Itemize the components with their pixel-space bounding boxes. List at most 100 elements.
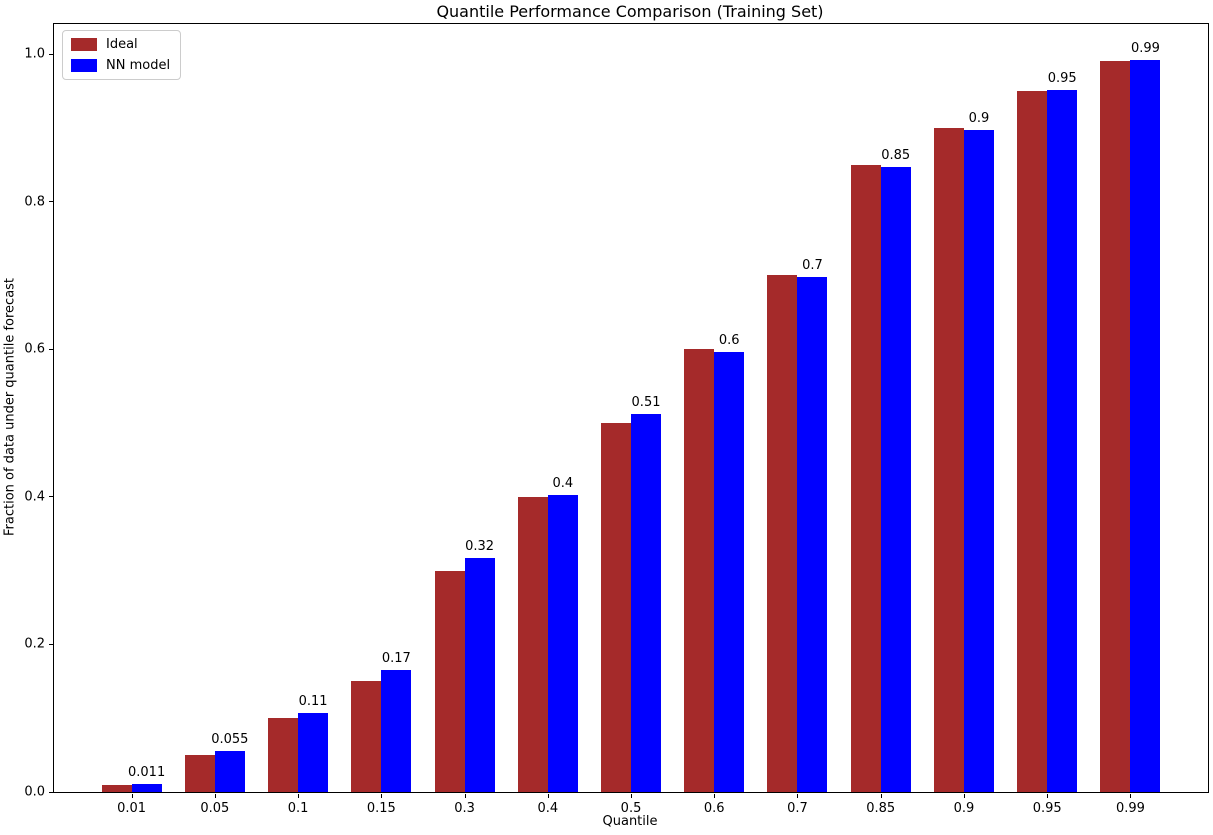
legend-swatch-nn-model-icon xyxy=(71,59,97,72)
bar-value-label: 0.17 xyxy=(381,651,411,667)
chart-title: Quantile Performance Comparison (Trainin… xyxy=(436,2,824,21)
ideal-bar xyxy=(850,164,881,792)
y-tick-label: 0.6 xyxy=(24,341,45,357)
ideal-bar xyxy=(933,127,964,792)
bar-group: 0.6 0.6 xyxy=(673,24,756,816)
x-tick-mark xyxy=(131,794,133,798)
nn-model-bar xyxy=(631,414,662,792)
x-tick-label: 0.99 xyxy=(1115,801,1145,816)
ideal-bar xyxy=(517,496,548,792)
ideal-bar xyxy=(1017,90,1048,792)
nn-model-bar xyxy=(963,130,994,792)
nn-model-bar xyxy=(298,713,329,792)
y-tick-label: 0.2 xyxy=(24,636,45,652)
bar-value-label: 0.51 xyxy=(631,395,661,411)
x-tick-mark xyxy=(298,794,300,798)
x-tick-label: 0.6 xyxy=(703,801,725,816)
bar-group: 0.055 0.05 xyxy=(173,24,256,816)
x-tick-label: 0.85 xyxy=(866,801,896,816)
bar-value-label: 0.055 xyxy=(211,732,249,748)
y-axis-label: Fraction of data under quantile forecast xyxy=(2,277,18,537)
bar-groups: 0.011 0.01 0.055 0.05 0.11 0.1 0.17 0.15 0.32 0.3… xyxy=(90,24,1172,816)
x-tick-label: 0.7 xyxy=(787,801,808,816)
x-tick-label: 0.5 xyxy=(620,801,642,816)
x-tick-mark xyxy=(1047,794,1049,798)
bar-group: 0.99 0.99 xyxy=(1089,24,1172,816)
x-axis-label: Quantile xyxy=(602,814,658,829)
x-tick-mark xyxy=(547,794,549,798)
ideal-bar xyxy=(601,423,632,792)
bar-group: 0.11 0.1 xyxy=(256,24,339,816)
ideal-bar xyxy=(434,570,465,792)
ideal-bar xyxy=(351,681,382,792)
x-tick-mark xyxy=(714,794,716,798)
nn-model-bar xyxy=(214,751,245,792)
y-tick-label: 1.0 xyxy=(24,46,45,62)
x-tick-label: 0.05 xyxy=(200,801,230,816)
x-tick-mark xyxy=(880,794,882,798)
x-tick-mark xyxy=(797,794,799,798)
y-tick-label: 0.0 xyxy=(24,784,45,800)
nn-model-bar xyxy=(464,558,495,792)
bar-group: 0.95 0.95 xyxy=(1006,24,1089,816)
x-tick-mark xyxy=(464,794,466,798)
x-tick-label: 0.1 xyxy=(287,801,309,816)
legend: Ideal NN model xyxy=(62,30,182,80)
y-tick-mark xyxy=(49,348,53,350)
ideal-bar xyxy=(767,275,798,792)
nn-model-bar xyxy=(1130,59,1161,792)
x-tick-mark xyxy=(381,794,383,798)
ideal-bar xyxy=(1100,61,1131,792)
nn-model-bar xyxy=(714,352,745,792)
bar-group: 0.17 0.15 xyxy=(340,24,423,816)
nn-model-bar xyxy=(381,670,412,792)
bar-group: 0.85 0.85 xyxy=(839,24,922,816)
legend-entry-nn-model: NN model xyxy=(71,58,170,73)
y-tick-mark xyxy=(49,201,53,203)
legend-entry-ideal: Ideal xyxy=(71,37,170,52)
ideal-bar xyxy=(184,755,215,792)
bar-value-label: 0.11 xyxy=(298,694,328,710)
ideal-bar xyxy=(268,718,299,792)
plot-area: Ideal NN model 0.0 0.2 0.4 0.6 0.8 1.0 0.011 0… xyxy=(24,23,1209,816)
bar-value-label: 0.85 xyxy=(881,147,911,163)
x-tick-label: 0.4 xyxy=(537,801,559,816)
y-tick-mark xyxy=(49,496,53,498)
x-tick-label: 0.9 xyxy=(953,801,975,816)
y-tick-label: 0.8 xyxy=(24,194,45,210)
y-tick-label: 0.4 xyxy=(24,489,45,505)
x-tick-label: 0.95 xyxy=(1032,801,1062,816)
nn-model-bar xyxy=(547,494,578,792)
legend-label-nn-model: NN model xyxy=(106,58,171,73)
nn-model-bar xyxy=(797,276,828,792)
bar-value-label: 0.99 xyxy=(1130,40,1160,56)
x-tick-mark xyxy=(963,794,965,798)
bar-value-label: 0.95 xyxy=(1047,71,1077,87)
x-tick-label: 0.01 xyxy=(117,801,147,816)
y-tick-mark xyxy=(49,643,53,645)
y-tick-mark xyxy=(49,53,53,55)
x-tick-label: 0.3 xyxy=(454,801,475,816)
x-tick-mark xyxy=(631,794,633,798)
x-tick-mark xyxy=(1130,794,1132,798)
legend-swatch-ideal-icon xyxy=(71,38,97,51)
bar-group: 0.32 0.3 xyxy=(423,24,506,816)
y-tick-mark xyxy=(49,791,53,793)
bar-value-label: 0.32 xyxy=(465,539,495,555)
bar-group: 0.4 0.4 xyxy=(506,24,589,816)
bar-value-label: 0.7 xyxy=(802,257,823,273)
bar-group: 0.51 0.5 xyxy=(589,24,672,816)
nn-model-bar xyxy=(131,783,162,792)
bar-value-label: 0.9 xyxy=(968,111,990,127)
bar-group: 0.7 0.7 xyxy=(756,24,839,816)
bar-value-label: 0.6 xyxy=(718,333,740,349)
bar-group: 0.9 0.9 xyxy=(922,24,1005,816)
ideal-bar xyxy=(684,349,715,792)
bar-value-label: 0.011 xyxy=(128,764,166,780)
bar-group: 0.011 0.01 xyxy=(90,24,173,816)
x-tick-label: 0.15 xyxy=(366,801,396,816)
x-tick-mark xyxy=(214,794,216,798)
nn-model-bar xyxy=(1047,90,1078,792)
ideal-bar xyxy=(101,784,132,792)
